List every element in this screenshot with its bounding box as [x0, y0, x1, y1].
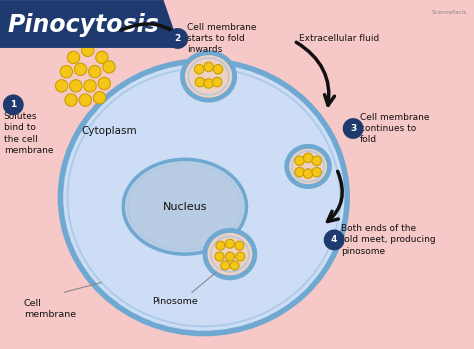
Circle shape — [167, 28, 188, 49]
Circle shape — [303, 153, 313, 163]
Circle shape — [215, 252, 224, 261]
Circle shape — [226, 239, 234, 248]
Circle shape — [295, 168, 304, 177]
Circle shape — [96, 51, 108, 64]
Circle shape — [82, 44, 94, 57]
Circle shape — [60, 66, 73, 78]
Circle shape — [3, 94, 24, 115]
Text: Cell
membrane: Cell membrane — [24, 299, 76, 319]
Circle shape — [67, 51, 80, 64]
Circle shape — [103, 61, 115, 73]
Circle shape — [343, 118, 364, 139]
Text: Both ends of the
fold meet, producing
pinosome: Both ends of the fold meet, producing pi… — [341, 224, 436, 256]
Circle shape — [98, 77, 110, 90]
Circle shape — [74, 63, 87, 75]
Text: ScienceFacts: ScienceFacts — [431, 10, 467, 15]
Text: Pinocytosis: Pinocytosis — [7, 13, 159, 37]
Circle shape — [295, 156, 304, 165]
Text: Solutes: Solutes — [63, 31, 99, 41]
Ellipse shape — [205, 230, 255, 278]
Circle shape — [65, 94, 77, 106]
Circle shape — [195, 77, 205, 87]
Ellipse shape — [287, 146, 329, 187]
Circle shape — [213, 65, 223, 74]
Ellipse shape — [61, 61, 347, 334]
Circle shape — [303, 169, 313, 178]
Text: Nucleus: Nucleus — [163, 202, 207, 212]
Circle shape — [312, 168, 321, 177]
Text: 1: 1 — [10, 100, 17, 109]
Circle shape — [79, 94, 91, 106]
Text: 2: 2 — [174, 34, 181, 43]
Circle shape — [230, 261, 239, 270]
Circle shape — [312, 156, 321, 165]
Circle shape — [226, 252, 234, 261]
Text: Extracellular fluid: Extracellular fluid — [299, 34, 379, 43]
Text: Cell membrane
continues to
fold: Cell membrane continues to fold — [360, 113, 430, 144]
Circle shape — [93, 91, 106, 104]
Circle shape — [70, 80, 82, 92]
Circle shape — [204, 62, 213, 72]
Ellipse shape — [123, 159, 246, 254]
Circle shape — [194, 65, 204, 74]
Ellipse shape — [182, 53, 235, 100]
Text: Cytoplasm: Cytoplasm — [81, 126, 137, 136]
Circle shape — [55, 80, 68, 92]
Circle shape — [212, 77, 222, 87]
Circle shape — [216, 241, 225, 250]
Text: 3: 3 — [350, 124, 356, 133]
Circle shape — [324, 230, 345, 250]
Text: Pinosome: Pinosome — [153, 297, 198, 306]
Circle shape — [204, 79, 213, 88]
Circle shape — [84, 80, 96, 92]
Circle shape — [235, 241, 244, 250]
Text: Cell membrane
starts to fold
inwards: Cell membrane starts to fold inwards — [187, 23, 257, 54]
Text: 4: 4 — [331, 236, 337, 244]
Circle shape — [89, 66, 101, 78]
Polygon shape — [0, 0, 180, 48]
Text: Solutes
bind to
the cell
membrane: Solutes bind to the cell membrane — [4, 112, 53, 155]
Circle shape — [221, 261, 230, 270]
Circle shape — [236, 252, 245, 261]
